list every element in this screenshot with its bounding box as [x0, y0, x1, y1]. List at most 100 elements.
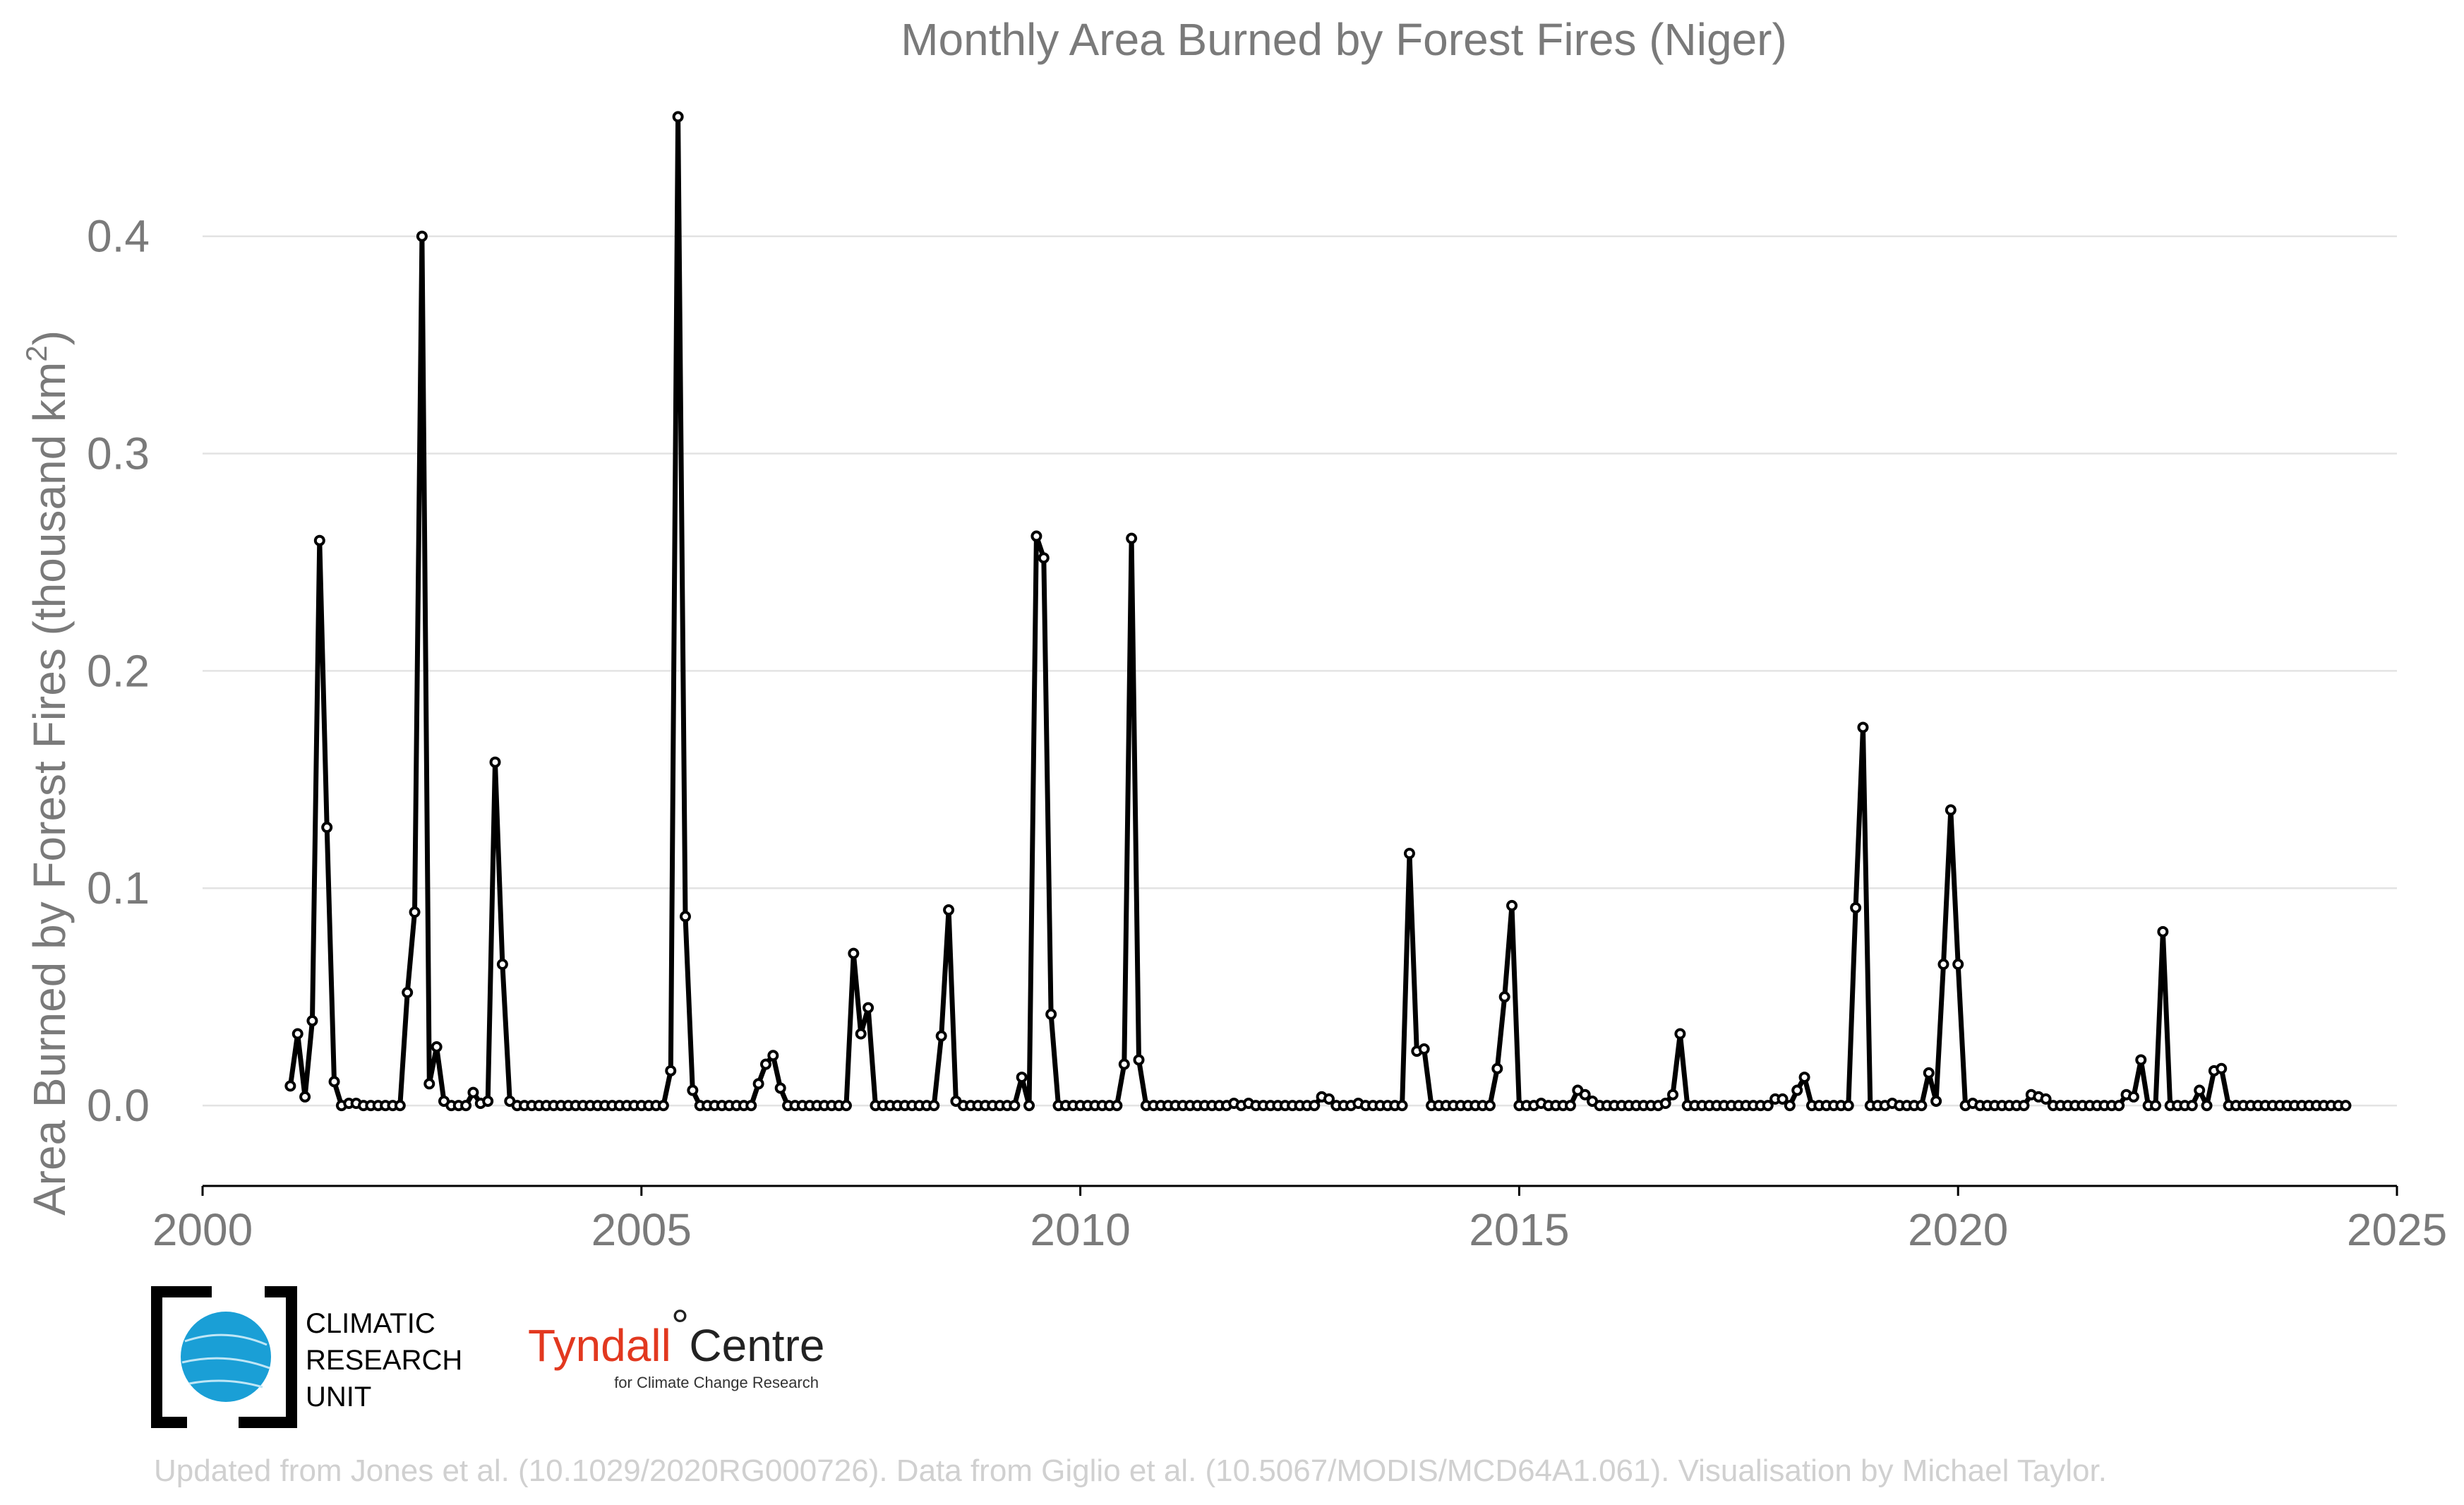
y-axis-label-main: Area Burned by Forest Fires (thousand km [24, 362, 75, 1216]
data-point [1016, 1072, 1028, 1084]
data-point [1791, 1084, 1803, 1096]
data-point [409, 906, 421, 918]
data-point [2216, 1062, 2228, 1074]
data-point [1126, 532, 1138, 544]
data-point [292, 1028, 304, 1040]
data-point [752, 1078, 764, 1090]
data-point [767, 1050, 779, 1062]
data-point [1038, 552, 1050, 564]
footer-credit: Updated from Jones et al. (10.1029/2020R… [154, 1453, 2107, 1488]
tyndall-name: Tyndall [528, 1320, 671, 1371]
y-axis-label-close: ) [24, 330, 75, 345]
data-point [1777, 1093, 1789, 1105]
data-point [1842, 1100, 1854, 1112]
data-point [935, 1030, 947, 1042]
data-point [848, 947, 860, 959]
data-point [2018, 1100, 2030, 1112]
data-point [687, 1084, 699, 1096]
data-point [1418, 1043, 1430, 1055]
data-point [679, 911, 691, 923]
grid-lines [203, 235, 2397, 1107]
data-point [1009, 1100, 1021, 1112]
data-point [1850, 901, 1862, 913]
data-point [1506, 899, 1518, 911]
cru-text-line3: UNIT [306, 1381, 371, 1413]
data-point [657, 1100, 669, 1112]
x-tick-label: 2005 [591, 1204, 692, 1255]
data-point [467, 1086, 479, 1098]
data-point [313, 534, 325, 546]
data-point [423, 1078, 435, 1090]
data-point [1396, 1100, 1408, 1112]
data-point [1952, 958, 1964, 970]
data-point [1857, 721, 1869, 733]
data-point [1945, 804, 1957, 816]
data-point [2150, 1100, 2162, 1112]
data-points [284, 111, 2352, 1112]
data-point [1659, 1098, 1671, 1110]
x-tick-label: 2015 [1469, 1204, 1569, 1255]
chart-title: Monthly Area Burned by Forest Fires (Nig… [901, 14, 1787, 65]
data-point [1930, 1095, 1942, 1107]
data-point [431, 1041, 443, 1053]
tyndall-degree: ° [671, 1300, 690, 1351]
data-point [774, 1082, 786, 1094]
data-point [284, 1080, 296, 1092]
data-point [863, 1002, 875, 1014]
data-point [394, 1100, 406, 1112]
data-point [1309, 1100, 1321, 1112]
y-axis-label-superscript: 2 [20, 345, 53, 361]
data-point [1133, 1054, 1145, 1066]
x-axis: 2000 2005 2010 2015 2020 2025 [152, 1185, 2447, 1255]
y-tick-label: 0.4 [87, 211, 150, 262]
cru-text-line1: CLIMATIC [306, 1308, 435, 1339]
data-point [2194, 1084, 2206, 1096]
data-point [416, 230, 428, 242]
data-point [2186, 1100, 2198, 1112]
x-tick-label: 2010 [1030, 1204, 1130, 1255]
data-point [1564, 1100, 1576, 1112]
data-point [943, 904, 955, 916]
tyndall-logo: Tyndall°Centre for Climate Change Resear… [528, 1300, 824, 1391]
data-point [1491, 1062, 1503, 1074]
data-point [759, 1058, 771, 1070]
data-point [928, 1100, 940, 1112]
data-point [1498, 991, 1510, 1003]
data-point [1045, 1008, 1057, 1020]
data-point [1667, 1089, 1679, 1101]
data-point [1323, 1093, 1335, 1105]
data-point [402, 987, 414, 999]
data-point [321, 822, 333, 834]
x-tick-label: 2020 [1908, 1204, 2008, 1255]
data-point [1923, 1067, 1935, 1079]
data-point [2340, 1100, 2352, 1112]
cru-text-line2: RESEARCH [306, 1345, 462, 1376]
data-point [299, 1091, 311, 1103]
tyndall-centre: Centre [689, 1320, 824, 1371]
data-point [2135, 1054, 2147, 1066]
data-point [1111, 1100, 1123, 1112]
data-point [1937, 958, 1949, 970]
tyndall-wordmark: Tyndall°Centre [528, 1300, 824, 1371]
data-point [840, 1100, 852, 1112]
data-point [1674, 1028, 1686, 1040]
data-point [2040, 1093, 2052, 1105]
y-tick-label: 0.0 [87, 1080, 150, 1131]
data-point [672, 111, 684, 123]
data-point [1023, 1100, 1035, 1112]
data-point [1403, 847, 1415, 859]
data-point [328, 1076, 340, 1088]
data-point [1916, 1100, 1928, 1112]
data-point [1484, 1100, 1496, 1112]
data-point [306, 1015, 318, 1027]
data-point [1784, 1100, 1796, 1112]
series-line [287, 114, 2346, 1108]
y-axis-label: Area Burned by Forest Fires (thousand km… [20, 330, 75, 1216]
y-tick-label: 0.3 [87, 428, 150, 479]
data-point [1030, 530, 1042, 542]
tyndall-subtitle: for Climate Change Research [614, 1374, 819, 1391]
data-point [1579, 1089, 1591, 1101]
data-point [460, 1100, 472, 1112]
y-tick-label: 0.1 [87, 863, 150, 913]
